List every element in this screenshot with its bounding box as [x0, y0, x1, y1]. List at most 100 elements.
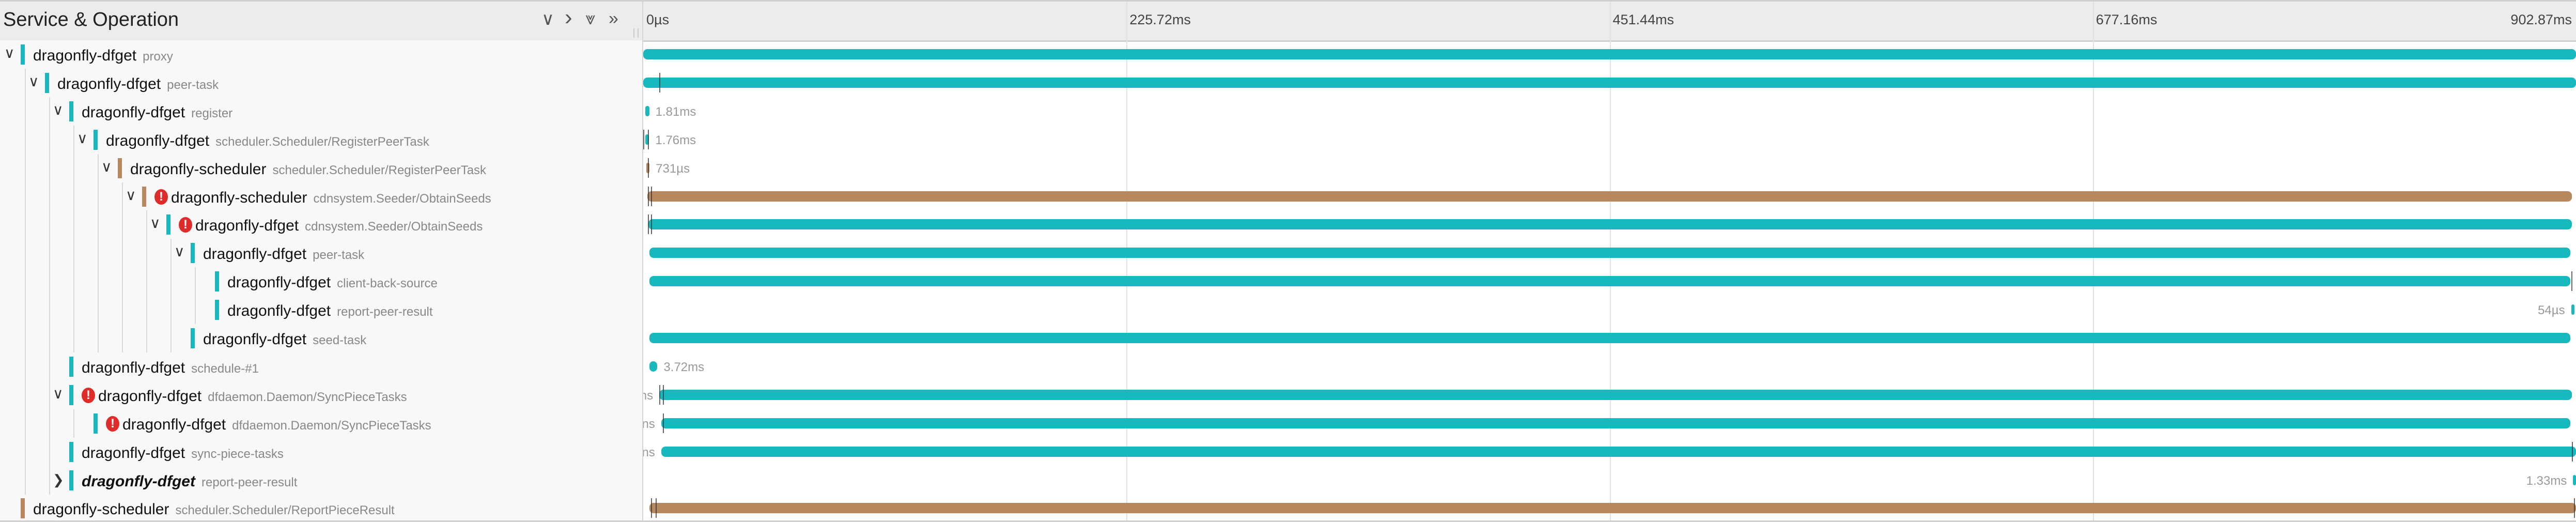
chevron-down-icon[interactable]: ∨: [53, 101, 64, 118]
log-marker[interactable]: [650, 214, 652, 235]
span-label[interactable]: dragonfly-dfget sync-piece-tasks: [82, 444, 284, 462]
log-marker[interactable]: [659, 385, 661, 405]
span-label[interactable]: dragonfly-dfget client-back-source: [227, 274, 438, 291]
span-label[interactable]: dragonfly-dfget report-peer-result: [82, 473, 297, 490]
span-bar-row[interactable]: [643, 69, 2576, 97]
span-row[interactable]: ∨ dragonfly-dfget peer-task: [0, 68, 642, 97]
span-label[interactable]: dragonfly-dfget peer-task: [57, 75, 219, 93]
expand-all-button[interactable]: »: [609, 9, 618, 28]
span-bar[interactable]: [649, 276, 2570, 287]
log-marker[interactable]: [648, 158, 649, 178]
span-bar[interactable]: [649, 361, 658, 372]
tree-guide-line: [25, 68, 26, 97]
span-bar[interactable]: [2573, 474, 2576, 485]
chevron-down-icon[interactable]: ∨: [101, 158, 112, 175]
span-row[interactable]: dragonfly-dfget seed-task: [0, 324, 642, 352]
span-bar[interactable]: [643, 77, 2576, 88]
span-label[interactable]: dragonfly-dfget scheduler.Scheduler/Regis…: [106, 132, 429, 150]
span-label[interactable]: dragonfly-dfget dfdaemon.Daemon/SyncPiece…: [98, 388, 407, 405]
span-row[interactable]: ❯ dragonfly-dfget report-peer-result: [0, 466, 642, 495]
span-bar[interactable]: [643, 49, 2576, 59]
span-bar-row[interactable]: [643, 210, 2576, 239]
span-bar[interactable]: [661, 446, 2576, 457]
span-bar-row[interactable]: 731µs: [643, 154, 2576, 182]
log-marker[interactable]: [2571, 271, 2572, 291]
span-bar-row[interactable]: [643, 494, 2576, 522]
span-row[interactable]: dragonfly-dfget client-back-source: [0, 267, 642, 296]
span-bar-row[interactable]: [643, 267, 2576, 296]
log-marker[interactable]: [650, 186, 652, 206]
expand-one-button[interactable]: ›: [565, 5, 572, 30]
span-label[interactable]: dragonfly-dfget peer-task: [203, 245, 364, 263]
span-row[interactable]: ∨ dragonfly-scheduler cdnsystem.Seeder/Obt…: [0, 182, 642, 211]
span-row[interactable]: dragonfly-dfget dfdaemon.Daemon/SyncPiece…: [0, 409, 642, 438]
chevron-down-icon[interactable]: ∨: [150, 215, 161, 232]
span-bar-row[interactable]: 1.76ms: [643, 126, 2576, 154]
span-bar-row[interactable]: 54µs: [643, 296, 2576, 324]
span-row[interactable]: dragonfly-dfget schedule-#1: [0, 352, 642, 381]
span-row[interactable]: dragonfly-dfget sync-piece-tasks: [0, 437, 642, 466]
span-bar[interactable]: [647, 191, 2572, 202]
chevron-down-icon[interactable]: ∨: [174, 243, 185, 260]
span-bar-row[interactable]: ns: [643, 409, 2576, 438]
column-resizer[interactable]: [633, 28, 639, 38]
log-marker[interactable]: [656, 498, 657, 518]
span-bar-row[interactable]: ns: [643, 381, 2576, 409]
span-bar-row[interactable]: [643, 40, 2576, 69]
span-bar[interactable]: [2571, 304, 2574, 315]
span-bar-row[interactable]: 3.72ms: [643, 352, 2576, 381]
collapse-all-button[interactable]: ⩔: [585, 9, 596, 28]
span-label[interactable]: dragonfly-dfget cdnsystem.Seeder/ObtainSe…: [195, 217, 483, 235]
span-bar[interactable]: [649, 248, 2570, 258]
span-row[interactable]: ∨ dragonfly-dfget cdnsystem.Seeder/ObtainS…: [0, 210, 642, 239]
span-bar[interactable]: [659, 389, 2572, 400]
span-bar[interactable]: [649, 503, 2576, 514]
log-marker[interactable]: [648, 214, 649, 235]
span-row[interactable]: ∨ dragonfly-dfget dfdaemon.Daemon/SyncPiec…: [0, 380, 642, 409]
span-bar[interactable]: [645, 105, 649, 116]
log-marker[interactable]: [648, 186, 649, 206]
chevron-down-icon[interactable]: ∨: [126, 187, 136, 203]
log-marker[interactable]: [663, 413, 664, 433]
span-bar[interactable]: [661, 418, 2570, 428]
span-label[interactable]: dragonfly-dfget seed-task: [203, 331, 366, 348]
span-row[interactable]: ∨ dragonfly-scheduler scheduler.Scheduler/…: [0, 153, 642, 182]
span-row[interactable]: ∨ dragonfly-dfget proxy: [0, 40, 642, 69]
span-row[interactable]: ∨ dragonfly-dfget peer-task: [0, 239, 642, 268]
span-row[interactable]: dragonfly-dfget report-peer-result: [0, 296, 642, 325]
span-bar-row[interactable]: [643, 324, 2576, 352]
span-label[interactable]: dragonfly-dfget dfdaemon.Daemon/SyncPiece…: [122, 416, 431, 434]
log-marker[interactable]: [2572, 441, 2573, 462]
span-label[interactable]: dragonfly-scheduler scheduler.Scheduler/R…: [33, 501, 395, 518]
span-label[interactable]: dragonfly-dfget proxy: [33, 47, 173, 65]
column-title: Service & Operation: [3, 9, 179, 30]
log-marker[interactable]: [643, 129, 644, 149]
log-marker[interactable]: [659, 72, 661, 93]
chevron-down-icon[interactable]: ∨: [28, 73, 39, 89]
span-bar-row[interactable]: 1.33ms: [643, 466, 2576, 495]
log-marker[interactable]: [648, 129, 649, 149]
span-row[interactable]: ∨ dragonfly-dfget scheduler.Scheduler/Regi…: [0, 125, 642, 154]
span-bar-row[interactable]: [643, 182, 2576, 211]
span-label[interactable]: dragonfly-dfget schedule-#1: [82, 359, 259, 377]
span-bar[interactable]: [648, 219, 2572, 230]
chevron-down-icon[interactable]: ∨: [77, 130, 88, 146]
span-label[interactable]: dragonfly-dfget register: [82, 104, 232, 121]
collapse-one-button[interactable]: ∨: [541, 9, 554, 29]
span-bar-row[interactable]: ns: [643, 438, 2576, 466]
span-label[interactable]: dragonfly-scheduler cdnsystem.Seeder/Obta…: [171, 189, 491, 207]
chevron-right-icon[interactable]: ❯: [53, 471, 64, 487]
log-marker[interactable]: [650, 498, 652, 518]
span-bar-row[interactable]: 1.81ms: [643, 97, 2576, 126]
log-marker[interactable]: [2574, 498, 2575, 518]
log-marker[interactable]: [663, 385, 664, 405]
span-bar-row[interactable]: [643, 239, 2576, 267]
chevron-down-icon[interactable]: ∨: [53, 385, 64, 402]
chevron-down-icon[interactable]: ∨: [4, 45, 15, 61]
span-row[interactable]: ∨ dragonfly-dfget register: [0, 97, 642, 126]
span-label[interactable]: dragonfly-dfget report-peer-result: [227, 302, 433, 320]
span-row[interactable]: dragonfly-scheduler scheduler.Scheduler/R…: [0, 494, 642, 522]
span-bar[interactable]: [645, 134, 649, 145]
span-label[interactable]: dragonfly-scheduler scheduler.Scheduler/R…: [130, 161, 486, 178]
span-bar[interactable]: [649, 333, 2570, 343]
